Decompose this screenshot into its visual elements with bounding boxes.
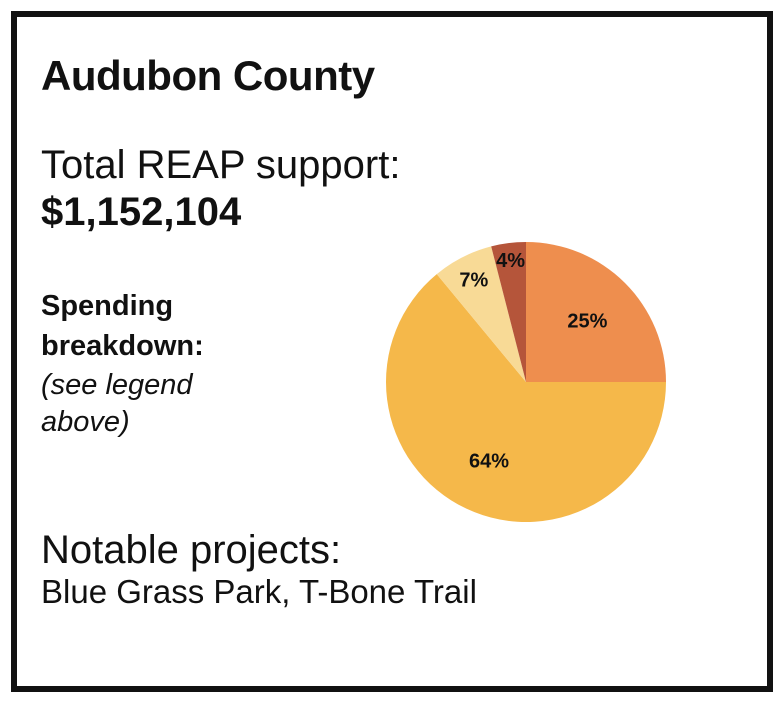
pie-labels: 25% 64% 7% 4% (459, 250, 607, 473)
spending-label: Spending breakdown: (41, 290, 204, 362)
support-label: Total REAP support: (41, 143, 401, 187)
pie-slices (386, 242, 666, 522)
support-value: $1,152,104 (41, 190, 242, 234)
pie-slice-label-4: 4% (496, 250, 525, 272)
notable-projects-value: Blue Grass Park, T-Bone Trail (41, 573, 477, 610)
notable-projects-label: Notable projects: (41, 528, 342, 572)
pie-slice-1 (526, 242, 666, 382)
pie-slice-label-2: 64% (469, 451, 509, 473)
spending-pie-chart: 25% 64% 7% 4% (386, 242, 666, 522)
spending-note: (see legend above) (41, 369, 193, 438)
pie-slice-3 (436, 246, 526, 382)
pie-slice-2 (386, 274, 666, 522)
pie-slice-label-1: 25% (567, 311, 607, 333)
pie-slice-4 (491, 242, 526, 382)
county-title: Audubon County (41, 52, 375, 99)
pie-slice-label-3: 7% (459, 270, 488, 292)
